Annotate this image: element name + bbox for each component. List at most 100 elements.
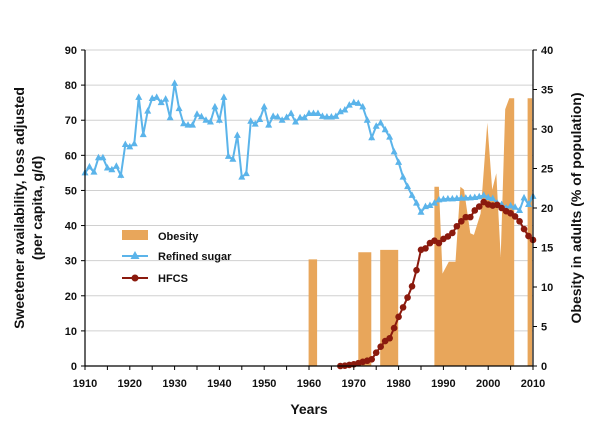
- x-tick-label: 1910: [73, 378, 97, 390]
- refined-sugar-point: [202, 116, 210, 123]
- refined-sugar-point: [126, 142, 134, 150]
- refined-sugar-point: [90, 168, 98, 175]
- hfcs-point: [471, 207, 479, 214]
- refined-sugar-point: [274, 113, 282, 120]
- obesity-area: [308, 98, 533, 366]
- refined-sugar-point: [318, 112, 326, 119]
- refined-sugar-point: [520, 193, 528, 201]
- hfcs-point: [372, 349, 380, 356]
- refined-sugar-point: [511, 203, 519, 210]
- y-tick-label-left: 40: [65, 221, 77, 233]
- y-tick-label-right: 0: [541, 361, 547, 373]
- legend: Obesity Refined sugar HFCS: [122, 230, 232, 285]
- refined-sugar-point: [332, 112, 340, 119]
- refined-sugar-point: [206, 117, 214, 125]
- legend-marker-triangle-icon: [130, 251, 140, 259]
- refined-sugar-point: [381, 125, 389, 133]
- hfcs-series: [337, 198, 537, 370]
- refined-sugar-point: [336, 107, 344, 115]
- refined-sugar-point: [354, 99, 362, 106]
- refined-sugar-series: [81, 79, 537, 215]
- refined-sugar-point: [480, 191, 488, 198]
- y-tick-label-right: 40: [541, 45, 553, 57]
- refined-sugar-point: [341, 106, 349, 113]
- y-tick-label-left: 10: [65, 326, 77, 338]
- hfcs-point: [520, 225, 528, 233]
- refined-sugar-point: [345, 101, 353, 108]
- refined-sugar-point: [516, 206, 524, 213]
- legend-label-hfcs: HFCS: [158, 273, 188, 285]
- refined-sugar-point: [359, 102, 367, 110]
- x-tick-label: 1980: [386, 378, 410, 390]
- refined-sugar-point: [390, 147, 398, 155]
- refined-sugar-point: [166, 113, 174, 121]
- hfcs-point: [413, 266, 420, 274]
- x-tick-label: 2000: [476, 378, 500, 390]
- legend-marker-circle-icon: [131, 274, 139, 282]
- legend-label-refined-sugar: Refined sugar: [158, 251, 232, 263]
- y-tick-label-left: 60: [65, 150, 77, 162]
- y-tick-label-left: 50: [65, 185, 77, 197]
- hfcs-point: [516, 218, 523, 225]
- x-tick-label: 1920: [118, 378, 142, 390]
- refined-sugar-point: [189, 121, 197, 128]
- refined-sugar-point: [117, 171, 125, 178]
- y-tick-label-left: 90: [65, 45, 77, 57]
- refined-sugar-point: [157, 98, 165, 106]
- y-tick-label-left: 70: [65, 115, 77, 127]
- refined-sugar-point: [229, 155, 237, 162]
- refined-sugar-point: [139, 130, 147, 138]
- refined-sugar-point: [309, 109, 317, 117]
- refined-sugar-point: [404, 182, 412, 190]
- y-tick-label-right: 30: [541, 124, 553, 136]
- axes: [81, 49, 537, 370]
- y-tick-label-right: 25: [541, 164, 553, 176]
- obesity-series: [308, 98, 533, 366]
- refined-sugar-point: [265, 121, 273, 128]
- refined-sugar-point: [175, 104, 183, 112]
- refined-sugar-point: [507, 201, 515, 209]
- refined-sugar-point: [220, 93, 228, 100]
- refined-sugar-point: [377, 119, 385, 126]
- refined-sugar-point: [413, 199, 421, 206]
- y-tick-label-left: 30: [65, 256, 77, 268]
- refined-sugar-point: [305, 109, 313, 117]
- refined-sugar-point: [296, 113, 304, 121]
- gridlines: [85, 49, 533, 332]
- refined-sugar-point: [193, 110, 201, 117]
- y-tick-label-right: 5: [541, 322, 547, 334]
- y-tick-label-right: 35: [541, 85, 553, 97]
- refined-sugar-point: [395, 158, 403, 165]
- hfcs-point: [399, 304, 407, 311]
- refined-sugar-point: [153, 93, 161, 100]
- refined-sugar-point: [247, 117, 255, 124]
- refined-sugar-point: [417, 208, 425, 215]
- refined-sugar-point: [224, 152, 232, 159]
- x-axis-label: Years: [290, 401, 328, 417]
- legend-label-obesity: Obesity: [158, 231, 199, 243]
- refined-sugar-point: [525, 200, 533, 207]
- y-axis-label-left-line2: (per capita, g/d): [29, 156, 45, 260]
- x-tick-label: 1960: [297, 378, 321, 390]
- refined-sugar-point: [215, 116, 223, 123]
- refined-sugar-point: [283, 113, 291, 120]
- refined-sugar-point: [108, 165, 116, 173]
- refined-sugar-point: [256, 115, 264, 123]
- hfcs-point: [390, 324, 398, 332]
- refined-sugar-point: [269, 112, 277, 119]
- refined-sugar-point: [251, 120, 259, 127]
- y-tick-label-right: 10: [541, 282, 553, 294]
- refined-sugar-point: [457, 194, 465, 201]
- refined-sugar-point: [211, 102, 219, 110]
- y-tick-label-left: 80: [65, 80, 77, 92]
- refined-sugar-point: [484, 193, 492, 200]
- refined-sugar-point: [368, 133, 376, 141]
- refined-sugar-point: [350, 98, 358, 106]
- refined-sugar-point: [184, 121, 192, 128]
- refined-sugar-point: [242, 169, 250, 177]
- hfcs-point: [466, 213, 474, 221]
- hfcs-point: [368, 356, 376, 363]
- refined-sugar-point: [323, 113, 331, 120]
- refined-sugar-point: [85, 162, 93, 170]
